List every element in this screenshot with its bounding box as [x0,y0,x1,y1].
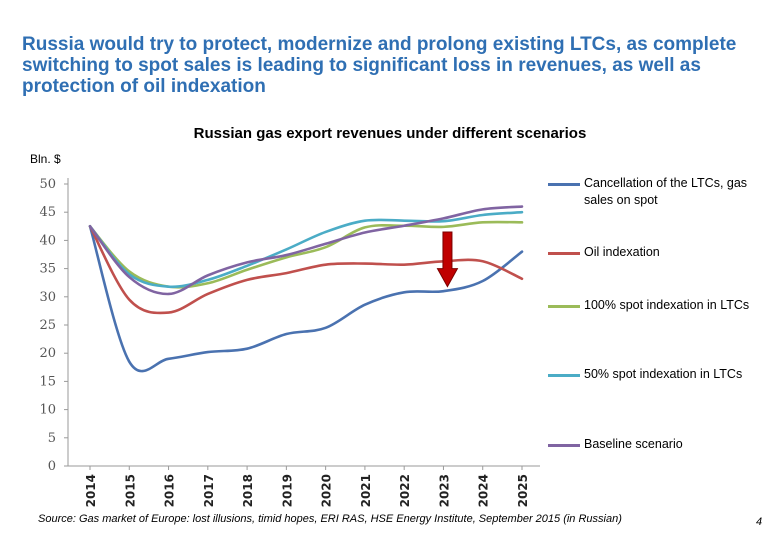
x-tick-label: 2016 [163,474,177,507]
y-axis-unit-label: Bln. $ [30,152,61,166]
x-tick-label: 2015 [123,474,137,507]
legend-swatch [548,183,580,186]
x-tick-label: 2018 [241,474,255,507]
y-tick-label: 15 [39,374,56,389]
y-tick-label: 35 [39,262,56,277]
series-line-5 [88,205,524,296]
series-line-3 [88,220,524,289]
x-tick-label: 2020 [320,474,334,507]
legend-label: Baseline scenario [584,437,683,451]
series-line-4 [88,210,524,289]
x-tick-label: 2024 [477,474,491,507]
y-tick-label: 0 [48,459,56,474]
x-tick-label: 2014 [84,474,98,507]
y-tick-label: 40 [39,233,56,248]
legend-label: 100% spot indexation in LTCs [584,298,750,312]
down-arrow-annotation [436,231,459,288]
y-tick-label: 10 [39,403,56,418]
y-tick-label: 5 [48,431,56,446]
x-tick-label: 2025 [516,474,530,507]
page-number: 4 [756,516,763,528]
chart-annotations [436,231,459,288]
x-tick-label: 2019 [280,474,294,507]
legend-swatch [548,305,580,308]
x-tick-label: 2023 [437,474,451,507]
y-tick-label: 50 [39,177,56,192]
chart-title: Russian gas export revenues under differ… [193,125,587,142]
x-tick-label: 2022 [398,474,412,507]
y-tick-label: 30 [39,290,56,305]
x-tick-label: 2017 [202,474,216,507]
y-tick-label: 25 [39,318,56,333]
legend-label: Cancellation of the LTCs, gas sales on s… [584,176,748,207]
slide-headline: Russia would try to protect, modernize a… [22,34,737,97]
x-tick-label: 2021 [359,474,373,507]
legend-label: 50% spot indexation in LTCs [584,367,743,381]
legend-swatch [548,252,580,255]
series-line-1 [88,225,524,373]
y-tick-label: 45 [39,205,56,220]
chart-series [88,205,524,373]
legend-swatch [548,444,580,447]
legend-label: Oil indexation [584,245,660,259]
source-note: Source: Gas market of Europe: lost illus… [38,513,622,525]
y-tick-label: 20 [39,346,56,361]
legend-swatch [548,374,580,377]
